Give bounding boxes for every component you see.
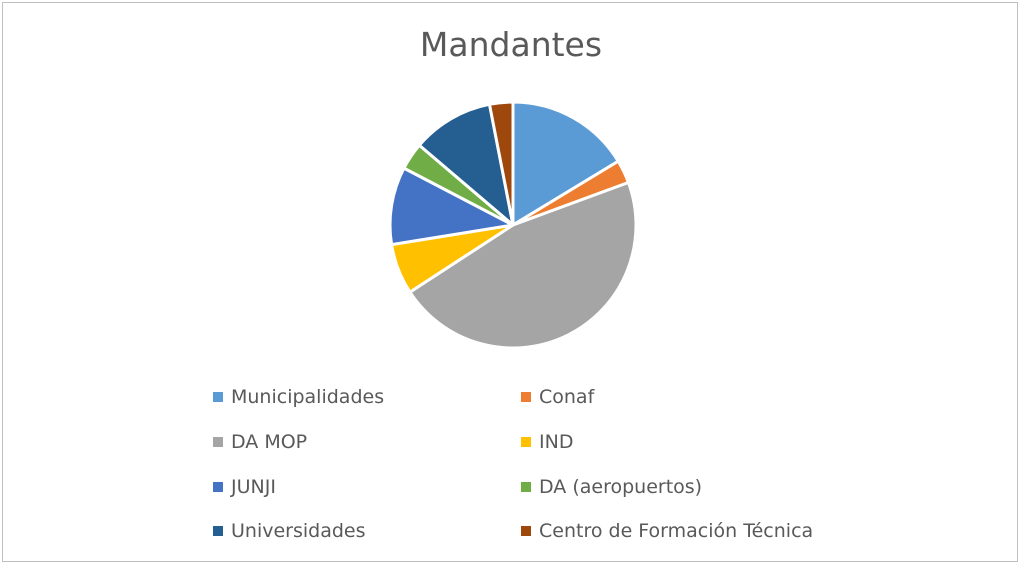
legend-item-conaf: Conaf	[521, 385, 594, 409]
legend-label: DA MOP	[231, 431, 308, 453]
legend-item-centro-de-formacion-tecnica: Centro de Formación Técnica	[521, 519, 813, 543]
legend-label: IND	[539, 431, 574, 453]
legend-label: Centro de Formación Técnica	[539, 520, 814, 542]
legend-swatch	[521, 392, 531, 402]
legend-item-municipalidades: Municipalidades	[213, 385, 384, 409]
legend-swatch	[213, 437, 223, 447]
legend-item-ind: IND	[521, 430, 573, 454]
chart-area: Mandantes Municipalidades Conaf DA MOP I…	[2, 2, 1018, 562]
chart-title: Mandantes	[419, 25, 603, 64]
legend-label: Municipalidades	[231, 386, 385, 408]
legend-swatch	[213, 526, 223, 536]
legend-label: Conaf	[539, 386, 595, 408]
legend-label: DA (aeropuertos)	[539, 476, 703, 498]
pie-slice-centro-de-formacion-tecnica	[487, 100, 515, 227]
legend-item-da-mop: DA MOP	[213, 430, 307, 454]
pie-slice-junji	[388, 166, 515, 247]
legend-label: JUNJI	[231, 476, 276, 498]
legend-item-universidades: Universidades	[213, 519, 366, 543]
legend-label: Universidades	[231, 520, 366, 542]
legend-item-junji: JUNJI	[213, 475, 276, 499]
legend-swatch	[521, 437, 531, 447]
legend-swatch	[213, 392, 223, 402]
legend-swatch	[521, 526, 531, 536]
pie-slice-da-mop	[408, 181, 638, 350]
pie-chart	[388, 100, 638, 350]
pie-slice-universidades	[417, 102, 515, 227]
legend-swatch	[521, 482, 531, 492]
legend-item-da-aeropuertos: DA (aeropuertos)	[521, 475, 702, 499]
legend-swatch	[213, 482, 223, 492]
pie-slice-municipalidades	[511, 100, 620, 227]
